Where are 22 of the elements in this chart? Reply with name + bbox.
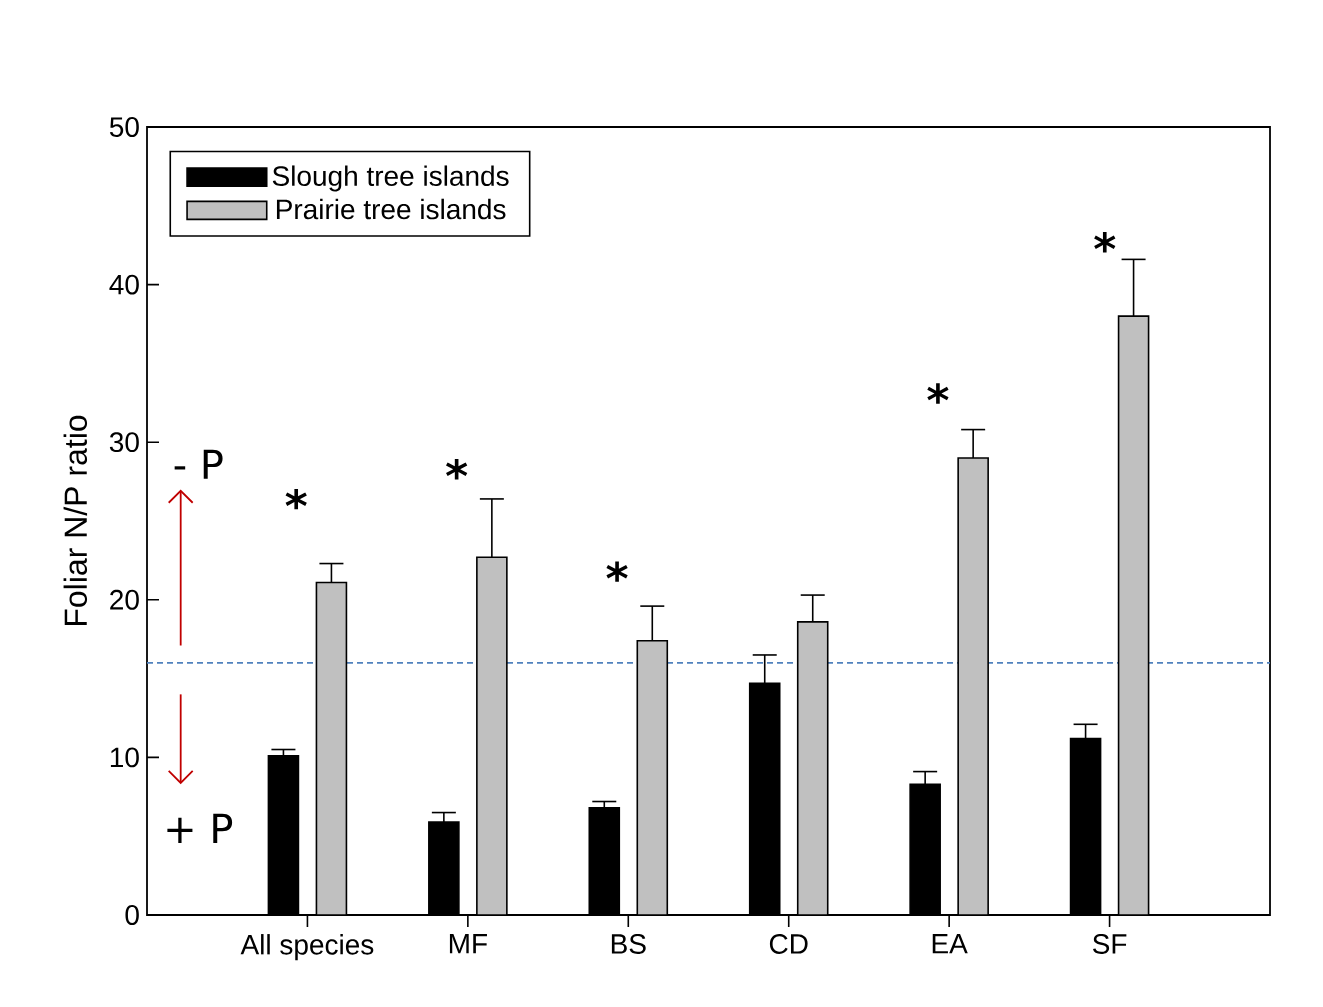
y-tick-label: 20 (110, 589, 139, 610)
x-tick-label: MF (449, 934, 487, 954)
annotation: * (927, 383, 949, 404)
x-tick-label: BS (611, 934, 646, 954)
y-tick-label: 10 (110, 747, 139, 768)
x-tick-label: SF (1092, 934, 1127, 954)
y-tick-label: 0 (125, 905, 139, 925)
annotation: * (446, 458, 468, 480)
x-tick-label: All species (240, 934, 374, 961)
annotation: * (606, 561, 628, 582)
legend-label: Prairie tree islands (276, 198, 506, 220)
y-tick-label: 30 (109, 432, 139, 453)
annotation: + P (167, 813, 233, 843)
annotation: * (1094, 232, 1116, 253)
y-axis-title: Foliar N/P ratio (63, 415, 88, 626)
annotation: - P (174, 449, 223, 479)
x-tick-label: CD (769, 934, 808, 954)
x-tick-label: EA (932, 934, 968, 954)
annotation: * (285, 488, 307, 510)
y-tick-label: 40 (109, 274, 139, 295)
legend-label: Slough tree islands (272, 165, 509, 192)
y-tick-label: 50 (109, 117, 139, 137)
